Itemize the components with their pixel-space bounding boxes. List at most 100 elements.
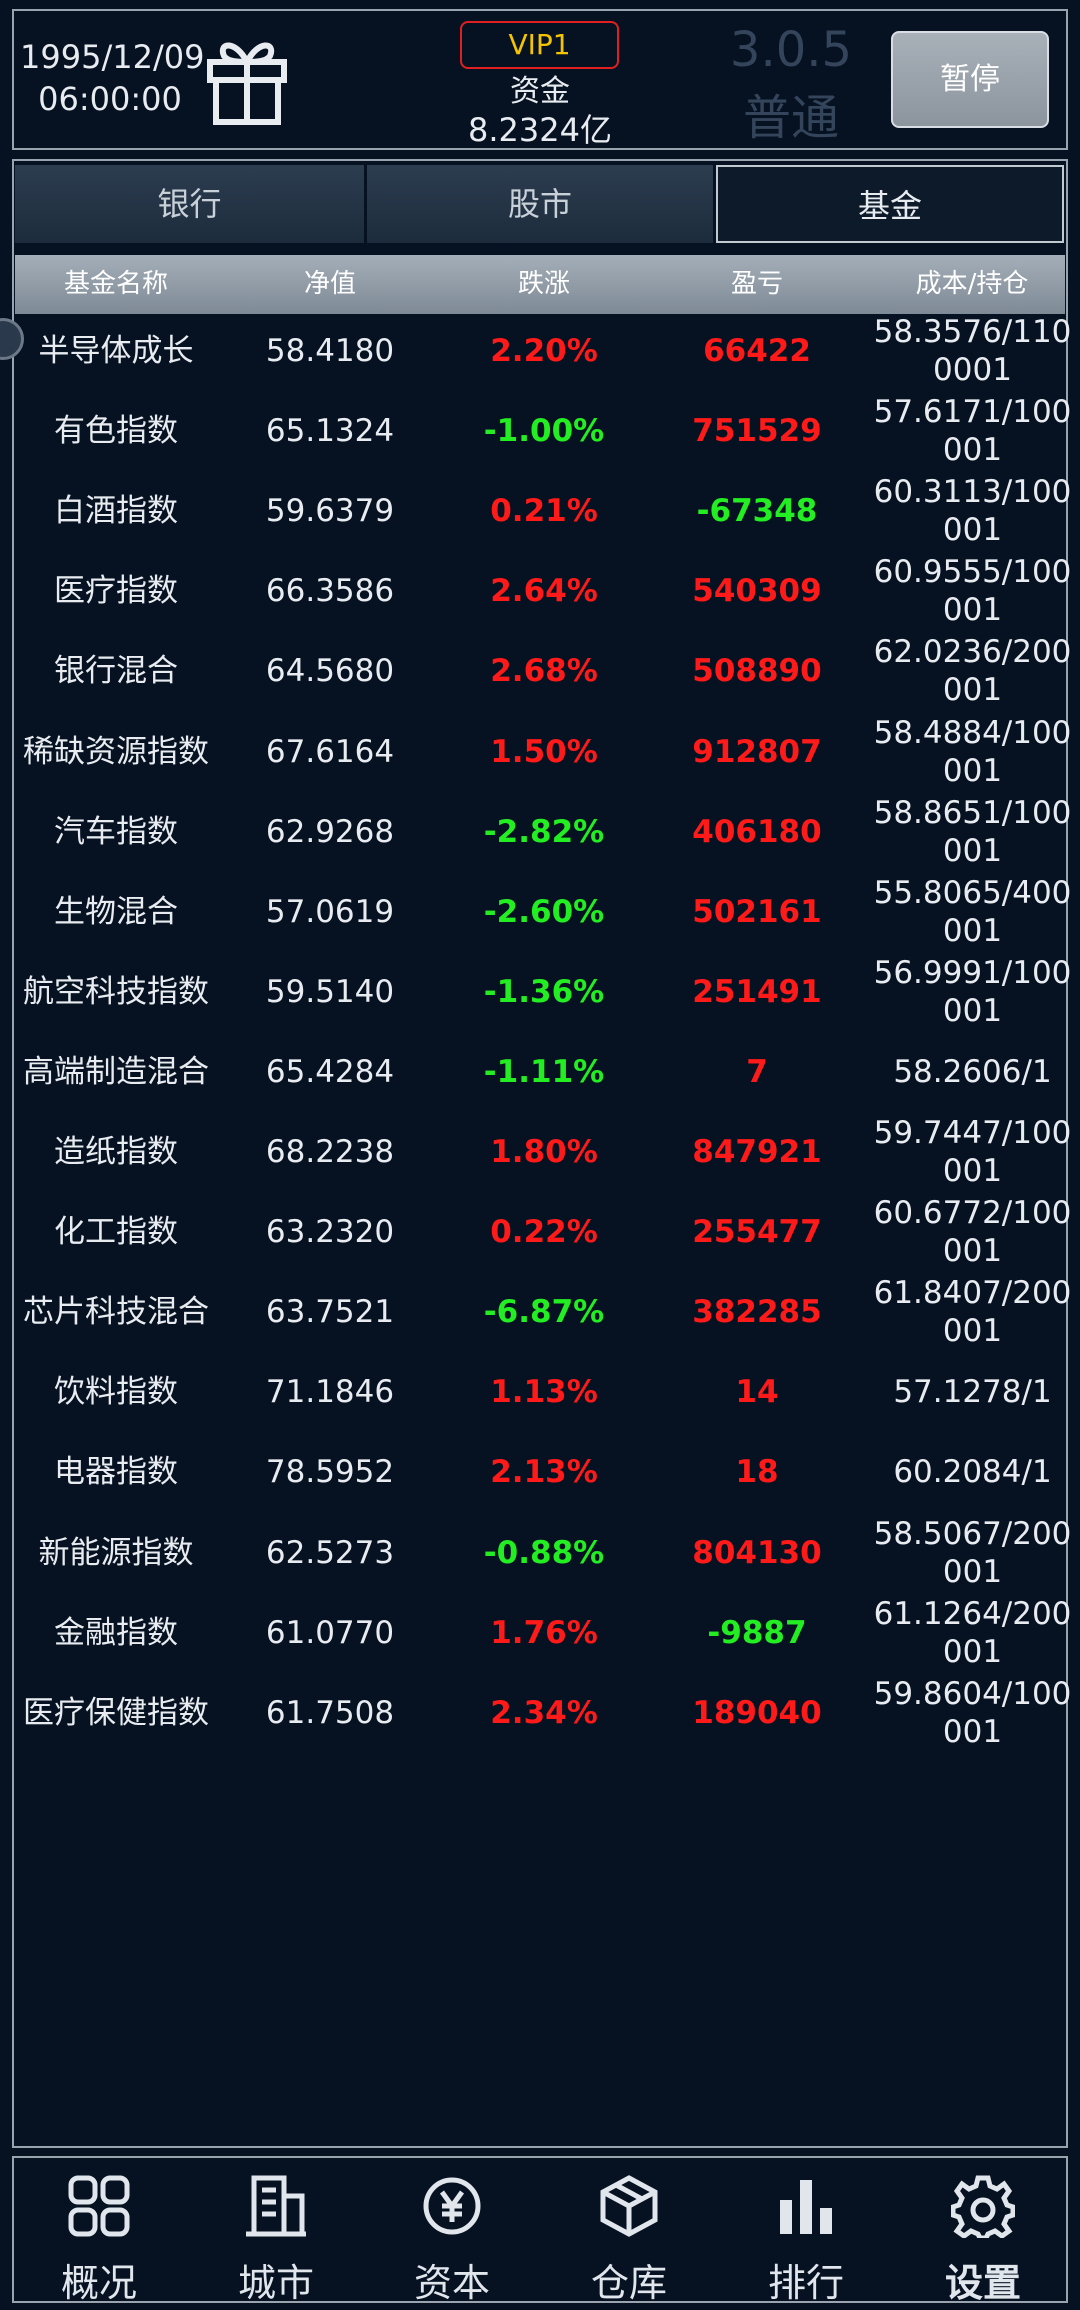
change: 1.80% xyxy=(490,1134,598,1170)
cost-holding: 57.1278/1 xyxy=(893,1374,1052,1411)
cost-holding: 60.2084/1 xyxy=(893,1454,1052,1491)
change: -1.00% xyxy=(483,413,605,450)
change: 1.76% xyxy=(490,1614,598,1651)
change: 1.50% xyxy=(490,733,598,770)
fund-name: 造纸指数 xyxy=(54,1134,178,1170)
net-value: 58.4180 xyxy=(265,333,395,369)
cost-holding: 61.8407/200001 xyxy=(873,1275,1072,1350)
profit-loss: 912807 xyxy=(692,733,822,770)
change: 2.13% xyxy=(490,1454,598,1491)
fund-name: 医疗指数 xyxy=(54,573,178,610)
change: 2.68% xyxy=(490,653,598,690)
profit-loss: 251491 xyxy=(692,973,822,1010)
gift-icon[interactable] xyxy=(206,32,288,126)
change: -2.82% xyxy=(483,813,605,850)
cost-holding: 59.8604/100001 xyxy=(873,1675,1072,1750)
change: -6.87% xyxy=(483,1294,605,1331)
time: 06:00:00 xyxy=(38,80,182,118)
nav-button[interactable]: 资本 xyxy=(364,2160,540,2305)
change: -2.60% xyxy=(483,893,605,930)
net-value: 62.5273 xyxy=(265,1534,395,1571)
nav-button[interactable]: 概况 xyxy=(11,2160,187,2305)
profit-loss: 255477 xyxy=(692,1214,822,1251)
change: -1.36% xyxy=(483,973,605,1010)
fund-name: 银行混合 xyxy=(54,653,178,690)
tab[interactable]: 基金 xyxy=(716,165,1064,243)
change: -0.88% xyxy=(483,1534,605,1571)
net-value: 63.2320 xyxy=(265,1214,395,1251)
profit-loss: 508890 xyxy=(692,653,822,690)
profit-loss: 847921 xyxy=(692,1134,822,1170)
cost-holding: 58.4884/100001 xyxy=(873,714,1072,789)
profit-loss: 189040 xyxy=(692,1694,822,1731)
change: -1.11% xyxy=(483,1053,605,1090)
fund-name: 医疗保健指数 xyxy=(23,1694,209,1731)
nav-button[interactable]: 仓库 xyxy=(541,2160,717,2305)
profit-loss: 406180 xyxy=(692,813,822,850)
net-value: 66.3586 xyxy=(265,573,395,610)
change: 2.34% xyxy=(490,1694,598,1731)
cost-holding: 58.3576/1100001 xyxy=(873,314,1072,388)
nav-button[interactable]: 城市 xyxy=(188,2160,364,2305)
cost-holding: 60.3113/100001 xyxy=(873,474,1072,549)
profit-loss: 751529 xyxy=(692,413,822,450)
profit-loss: 540309 xyxy=(692,573,822,610)
profit-loss: 18 xyxy=(735,1454,779,1491)
profit-loss: 66422 xyxy=(703,333,811,369)
change: 0.22% xyxy=(490,1214,598,1251)
fund-name: 饮料指数 xyxy=(54,1374,178,1411)
net-value: 65.4284 xyxy=(265,1053,395,1090)
tab[interactable]: 银行 xyxy=(15,165,364,243)
net-value: 61.7508 xyxy=(265,1694,395,1731)
net-value: 62.9268 xyxy=(265,813,395,850)
cost-holding: 58.8651/100001 xyxy=(873,794,1072,869)
net-value: 59.5140 xyxy=(265,973,395,1010)
nav-panel xyxy=(12,2156,1068,2303)
net-value: 65.1324 xyxy=(265,413,395,450)
mode: 普通 xyxy=(742,90,839,146)
profit-loss: -9887 xyxy=(707,1614,807,1651)
profit-loss: 804130 xyxy=(692,1534,822,1571)
nav-label: 城市 xyxy=(237,2261,314,2305)
funds: 8.2324亿 xyxy=(468,111,612,149)
cost-holding: 57.6171/100001 xyxy=(873,394,1072,469)
header-panel xyxy=(12,9,1068,150)
net-value: 57.0619 xyxy=(265,893,395,930)
nav-label: 资本 xyxy=(413,2261,490,2305)
tab[interactable]: 股市 xyxy=(367,165,713,243)
cost-holding: 60.6772/100001 xyxy=(873,1195,1072,1270)
cost-holding: 62.0236/200001 xyxy=(873,634,1072,709)
change: 2.20% xyxy=(490,333,598,369)
profit-loss: 382285 xyxy=(692,1294,822,1331)
fund-name: 生物混合 xyxy=(54,893,178,930)
version: 3.0.5 xyxy=(729,22,853,78)
profit-loss: -67348 xyxy=(696,493,818,530)
pause-button[interactable]: 暂停 xyxy=(891,31,1049,128)
vip-badge: VIP1 xyxy=(460,21,619,69)
fund-name: 新能源指数 xyxy=(38,1534,194,1571)
profit-loss: 502161 xyxy=(692,893,822,930)
fund-name: 汽车指数 xyxy=(54,813,178,850)
change: 0.21% xyxy=(490,493,598,530)
net-value: 64.5680 xyxy=(265,653,395,690)
nav-button[interactable]: 排行 xyxy=(718,2160,894,2305)
net-value: 59.6379 xyxy=(265,493,395,530)
column-header: 成本/持仓 xyxy=(915,269,1029,299)
net-value: 63.7521 xyxy=(265,1294,395,1331)
column-header: 跌涨 xyxy=(517,269,570,299)
main-panel xyxy=(12,159,1068,2148)
cost-holding: 58.5067/200001 xyxy=(873,1515,1072,1590)
net-value: 68.2238 xyxy=(265,1134,395,1170)
date: 1995/12/09 xyxy=(20,38,205,76)
cost-holding: 59.7447/100001 xyxy=(873,1115,1072,1189)
cost-holding: 58.2606/1 xyxy=(893,1053,1052,1090)
nav-button[interactable]: 设置 xyxy=(895,2160,1071,2305)
funds-label: 资金 xyxy=(510,74,570,109)
profit-loss: 14 xyxy=(735,1374,779,1411)
net-value: 78.5952 xyxy=(265,1454,395,1491)
fund-name: 化工指数 xyxy=(54,1214,178,1251)
fund-name: 金融指数 xyxy=(54,1614,178,1651)
cost-holding: 60.9555/100001 xyxy=(873,554,1072,629)
nav-label: 仓库 xyxy=(590,2261,667,2305)
